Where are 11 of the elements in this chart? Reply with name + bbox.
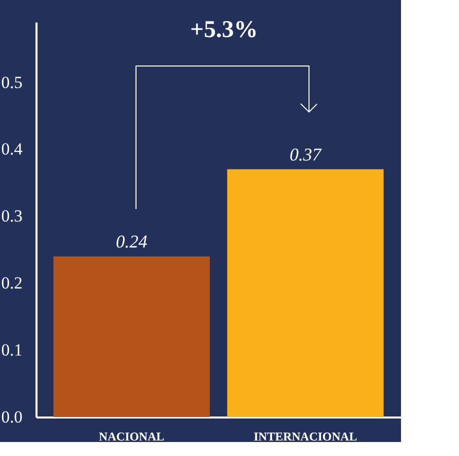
y-tick-label: 0.3 [1,206,22,226]
x-tick-label: INTERNACIONAL [254,430,358,444]
y-tick-label: 0.4 [1,140,23,159]
y-tick-label: 0.5 [1,72,22,92]
annotation: +5.3% [190,17,258,43]
x-tick-label: NACIONAL [98,430,164,444]
data-label: 0.24 [116,231,148,252]
y-tick-label: 0.2 [1,274,22,293]
data-label: 0.37 [290,144,322,164]
y-tick-label: 0.1 [1,340,22,360]
y-tick-label: 0.0 [1,408,22,426]
